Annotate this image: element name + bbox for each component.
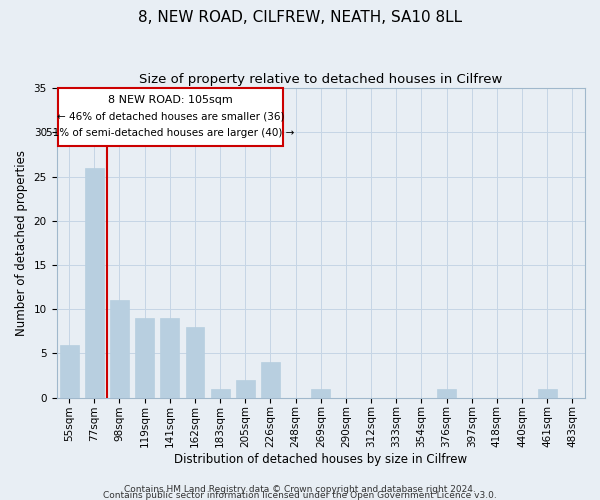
- Text: ← 46% of detached houses are smaller (36): ← 46% of detached houses are smaller (36…: [56, 112, 284, 122]
- Bar: [261, 362, 280, 398]
- Bar: [85, 168, 104, 398]
- Bar: [311, 389, 330, 398]
- Text: Contains public sector information licensed under the Open Government Licence v3: Contains public sector information licen…: [103, 490, 497, 500]
- Text: 8, NEW ROAD, CILFREW, NEATH, SA10 8LL: 8, NEW ROAD, CILFREW, NEATH, SA10 8LL: [138, 10, 462, 25]
- Bar: [185, 327, 205, 398]
- Bar: [538, 389, 557, 398]
- Bar: [211, 389, 230, 398]
- X-axis label: Distribution of detached houses by size in Cilfrew: Distribution of detached houses by size …: [174, 453, 467, 466]
- Title: Size of property relative to detached houses in Cilfrew: Size of property relative to detached ho…: [139, 72, 502, 86]
- Text: 51% of semi-detached houses are larger (40) →: 51% of semi-detached houses are larger (…: [46, 128, 295, 138]
- Bar: [59, 344, 79, 398]
- Bar: [236, 380, 255, 398]
- Bar: [437, 389, 456, 398]
- Bar: [160, 318, 179, 398]
- Bar: [135, 318, 154, 398]
- FancyBboxPatch shape: [58, 88, 283, 146]
- Y-axis label: Number of detached properties: Number of detached properties: [15, 150, 28, 336]
- Text: Contains HM Land Registry data © Crown copyright and database right 2024.: Contains HM Land Registry data © Crown c…: [124, 484, 476, 494]
- Bar: [110, 300, 129, 398]
- Text: 8 NEW ROAD: 105sqm: 8 NEW ROAD: 105sqm: [108, 95, 233, 105]
